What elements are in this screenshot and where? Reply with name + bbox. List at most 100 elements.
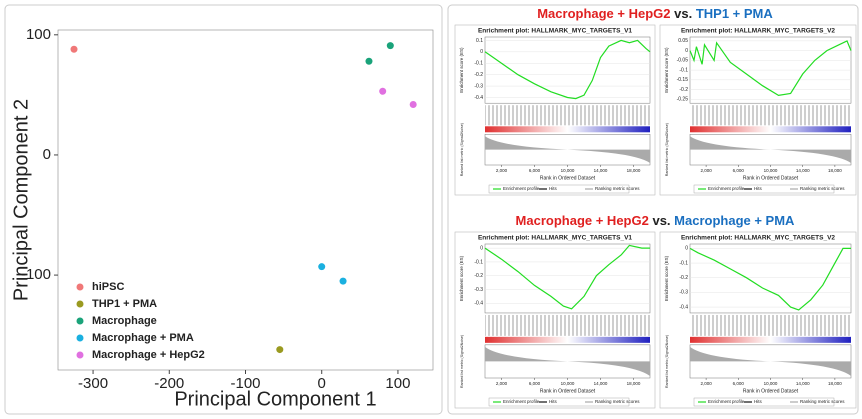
- data-point: [318, 263, 326, 271]
- x-tick-label: -100: [230, 375, 260, 392]
- legend-marker: [76, 317, 84, 325]
- metric-axis-title: Ranked list metric (Signal2Noise): [460, 335, 464, 388]
- y-tick-label: -0.3: [474, 287, 483, 293]
- data-point: [276, 346, 284, 354]
- hits-band: [690, 105, 851, 126]
- legend-marker: [76, 283, 84, 291]
- legend-label: Hits: [754, 399, 762, 404]
- y-tick-label: 0: [685, 246, 688, 252]
- legend-label: Ranking metric scores: [800, 399, 845, 404]
- subplot-title: Enrichment plot: HALLMARK_MYC_TARGETS_V1: [478, 28, 632, 35]
- y-tick-label: -0.4: [679, 304, 688, 310]
- legend-box: [693, 184, 835, 194]
- y-tick-label: -0.2: [474, 273, 483, 279]
- y-tick-label: 0: [480, 49, 483, 55]
- x-tick-label: 14,000: [796, 381, 810, 386]
- legend-label: Macrophage + PMA: [92, 332, 194, 344]
- y-tick-label: -100: [21, 266, 51, 283]
- y-tick-label: -0.4: [474, 95, 483, 101]
- legend-label: Enrichment profile: [708, 399, 745, 404]
- x-tick-label: 6,000: [529, 168, 541, 173]
- enrichment-line: [484, 39, 651, 100]
- enrichment-line: [484, 244, 650, 310]
- x-tick-label: 6,000: [733, 168, 745, 173]
- y-tick-label: -0.3: [474, 83, 483, 89]
- legend-label: Enrichment profile: [503, 399, 540, 404]
- x-tick-label: 10,000: [561, 381, 575, 386]
- metric-axis-title: Ranked list metric (Signal2Noise): [665, 335, 669, 388]
- x-tick-label: 18,000: [828, 168, 842, 173]
- y-axis-title: Enrichment score (ES): [664, 47, 669, 93]
- enrichment-line: [689, 247, 851, 311]
- legend-label: Ranking metric scores: [800, 186, 845, 191]
- subplot-title: Enrichment plot: HALLMARK_MYC_TARGETS_V1: [478, 235, 632, 242]
- rank-bar: [690, 126, 851, 133]
- y-tick-label: -0.1: [474, 61, 483, 67]
- x-tick-label: 14,000: [594, 381, 608, 386]
- x-tick-label: 2,000: [700, 168, 712, 173]
- heading-group-b: THP1 + PMA: [696, 6, 774, 21]
- rank-bar: [690, 336, 851, 343]
- y-tick-label: -0.1: [679, 260, 688, 266]
- heading-vs: vs.: [652, 213, 670, 228]
- legend-box: [488, 397, 630, 407]
- y-tick-label: -0.4: [474, 301, 483, 307]
- data-point: [339, 277, 347, 285]
- x-tick-label: 2,000: [496, 168, 508, 173]
- x-tick-label: 100: [385, 375, 410, 392]
- y-tick-label: 0: [480, 245, 483, 251]
- y-tick-label: -0.2: [679, 87, 688, 93]
- y-axis-title: Enrichment score (ES): [459, 47, 464, 93]
- metric-area: [485, 136, 650, 163]
- legend-label: Ranking metric scores: [595, 186, 640, 191]
- x-tick-label: 6,000: [733, 381, 745, 386]
- y-tick-label: -0.15: [677, 77, 689, 83]
- legend-label: Hits: [549, 186, 557, 191]
- metric-area: [690, 136, 851, 163]
- data-point: [70, 45, 78, 53]
- x-tick-label: -200: [154, 375, 184, 392]
- enrichment-line: [689, 40, 852, 97]
- x-tick-label: 6,000: [529, 381, 541, 386]
- legend-box: [693, 397, 835, 407]
- es-plot-area: [689, 243, 852, 314]
- subplot-title: Enrichment plot: HALLMARK_MYC_TARGETS_V2: [681, 235, 835, 242]
- x-axis-title: Principal Component 1: [174, 388, 376, 410]
- x-axis-title: Rank in Ordered Dataset: [743, 175, 799, 181]
- legend-marker: [76, 351, 84, 359]
- x-axis-title: Rank in Ordered Dataset: [743, 388, 799, 394]
- x-tick-label: 2,000: [496, 381, 508, 386]
- y-tick-label: -0.05: [677, 58, 689, 64]
- legend-label: Macrophage: [92, 315, 157, 327]
- x-tick-label: 18,000: [627, 168, 641, 173]
- legend-label: hiPSC: [92, 281, 124, 293]
- x-tick-label: 0: [318, 375, 326, 392]
- y-axis-title: Enrichment score (ES): [459, 255, 464, 301]
- x-tick-label: 18,000: [627, 381, 641, 386]
- y-tick-label: -0.3: [679, 290, 688, 296]
- heading-vs: vs.: [674, 6, 692, 21]
- legend-label: Enrichment profile: [708, 186, 745, 191]
- y-tick-label: 0.05: [678, 38, 688, 44]
- comparison-heading: Macrophage + HepG2 vs. Macrophage + PMA: [516, 213, 796, 228]
- y-axis-title: Enrichment score (ES): [664, 255, 669, 301]
- heading-group-b: Macrophage + PMA: [674, 213, 795, 228]
- data-point: [409, 100, 417, 108]
- x-tick-label: 14,000: [796, 168, 810, 173]
- legend-label: Macrophage + HepG2: [92, 349, 205, 361]
- x-tick-label: 10,000: [764, 381, 778, 386]
- x-tick-label: 14,000: [594, 168, 608, 173]
- x-tick-label: 18,000: [828, 381, 842, 386]
- y-tick-label: 0: [43, 146, 51, 163]
- legend-marker: [76, 334, 84, 342]
- plot-area: [57, 29, 434, 371]
- metric-axis-title: Ranked list metric (Signal2Noise): [460, 123, 464, 176]
- y-tick-label: 0: [685, 48, 688, 54]
- y-axis-title: Principal Component 2: [10, 99, 32, 301]
- data-point: [365, 57, 373, 65]
- data-point: [386, 42, 394, 50]
- heading-group-a: Macrophage + HepG2: [516, 213, 649, 228]
- x-tick-label: -300: [78, 375, 108, 392]
- x-axis-title: Rank in Ordered Dataset: [540, 388, 596, 394]
